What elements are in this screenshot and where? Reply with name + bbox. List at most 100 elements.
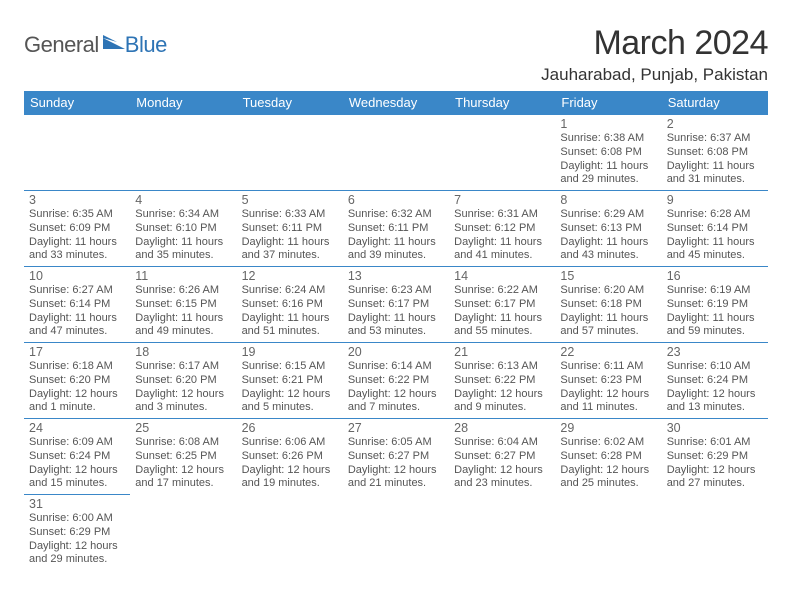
calendar-cell: 31Sunrise: 6:00 AMSunset: 6:29 PMDayligh… — [24, 495, 130, 571]
day-number: 14 — [454, 269, 550, 284]
sunset-line: Sunset: 6:29 PM — [29, 526, 125, 540]
sunrise-line: Sunrise: 6:33 AM — [242, 208, 338, 222]
daylight-line: Daylight: 11 hours and 51 minutes. — [242, 312, 338, 340]
sunset-line: Sunset: 6:08 PM — [560, 146, 656, 160]
calendar-cell: 23Sunrise: 6:10 AMSunset: 6:24 PMDayligh… — [662, 343, 768, 419]
sunrise-line: Sunrise: 6:35 AM — [29, 208, 125, 222]
calendar-cell: 7Sunrise: 6:31 AMSunset: 6:12 PMDaylight… — [449, 191, 555, 267]
calendar-row: 17Sunrise: 6:18 AMSunset: 6:20 PMDayligh… — [24, 343, 768, 419]
sunrise-line: Sunrise: 6:26 AM — [135, 284, 231, 298]
sunrise-line: Sunrise: 6:06 AM — [242, 436, 338, 450]
day-number: 11 — [135, 269, 231, 284]
day-number: 25 — [135, 421, 231, 436]
sunset-line: Sunset: 6:21 PM — [242, 374, 338, 388]
sunset-line: Sunset: 6:24 PM — [29, 450, 125, 464]
day-number: 19 — [242, 345, 338, 360]
calendar-table: Sunday Monday Tuesday Wednesday Thursday… — [24, 91, 768, 570]
sunrise-line: Sunrise: 6:31 AM — [454, 208, 550, 222]
day-number: 2 — [667, 117, 763, 132]
daylight-line: Daylight: 12 hours and 15 minutes. — [29, 464, 125, 492]
calendar-row: 3Sunrise: 6:35 AMSunset: 6:09 PMDaylight… — [24, 191, 768, 267]
sunset-line: Sunset: 6:11 PM — [242, 222, 338, 236]
day-number: 7 — [454, 193, 550, 208]
sunset-line: Sunset: 6:19 PM — [667, 298, 763, 312]
day-number: 9 — [667, 193, 763, 208]
day-number: 27 — [348, 421, 444, 436]
calendar-cell: 21Sunrise: 6:13 AMSunset: 6:22 PMDayligh… — [449, 343, 555, 419]
sunset-line: Sunset: 6:22 PM — [348, 374, 444, 388]
sunset-line: Sunset: 6:14 PM — [667, 222, 763, 236]
daylight-line: Daylight: 12 hours and 1 minute. — [29, 388, 125, 416]
daylight-line: Daylight: 11 hours and 55 minutes. — [454, 312, 550, 340]
daylight-line: Daylight: 11 hours and 47 minutes. — [29, 312, 125, 340]
calendar-cell: 14Sunrise: 6:22 AMSunset: 6:17 PMDayligh… — [449, 267, 555, 343]
daylight-line: Daylight: 11 hours and 29 minutes. — [560, 160, 656, 188]
sunset-line: Sunset: 6:18 PM — [560, 298, 656, 312]
calendar-cell: 22Sunrise: 6:11 AMSunset: 6:23 PMDayligh… — [555, 343, 661, 419]
day-number: 5 — [242, 193, 338, 208]
sunrise-line: Sunrise: 6:18 AM — [29, 360, 125, 374]
calendar-cell — [449, 495, 555, 571]
day-number: 23 — [667, 345, 763, 360]
sunrise-line: Sunrise: 6:02 AM — [560, 436, 656, 450]
daylight-line: Daylight: 12 hours and 5 minutes. — [242, 388, 338, 416]
daylight-line: Daylight: 11 hours and 31 minutes. — [667, 160, 763, 188]
calendar-cell: 20Sunrise: 6:14 AMSunset: 6:22 PMDayligh… — [343, 343, 449, 419]
sunset-line: Sunset: 6:15 PM — [135, 298, 231, 312]
sunrise-line: Sunrise: 6:08 AM — [135, 436, 231, 450]
sunrise-line: Sunrise: 6:27 AM — [29, 284, 125, 298]
weekday-header: Friday — [555, 91, 661, 115]
sunrise-line: Sunrise: 6:22 AM — [454, 284, 550, 298]
calendar-cell: 16Sunrise: 6:19 AMSunset: 6:19 PMDayligh… — [662, 267, 768, 343]
sunset-line: Sunset: 6:23 PM — [560, 374, 656, 388]
day-number: 12 — [242, 269, 338, 284]
calendar-cell: 13Sunrise: 6:23 AMSunset: 6:17 PMDayligh… — [343, 267, 449, 343]
calendar-cell: 30Sunrise: 6:01 AMSunset: 6:29 PMDayligh… — [662, 419, 768, 495]
calendar-cell: 25Sunrise: 6:08 AMSunset: 6:25 PMDayligh… — [130, 419, 236, 495]
daylight-line: Daylight: 12 hours and 29 minutes. — [29, 540, 125, 568]
sunset-line: Sunset: 6:14 PM — [29, 298, 125, 312]
weekday-header: Wednesday — [343, 91, 449, 115]
sunrise-line: Sunrise: 6:28 AM — [667, 208, 763, 222]
calendar-cell: 3Sunrise: 6:35 AMSunset: 6:09 PMDaylight… — [24, 191, 130, 267]
sunset-line: Sunset: 6:29 PM — [667, 450, 763, 464]
calendar-cell: 6Sunrise: 6:32 AMSunset: 6:11 PMDaylight… — [343, 191, 449, 267]
calendar-cell: 18Sunrise: 6:17 AMSunset: 6:20 PMDayligh… — [130, 343, 236, 419]
day-number: 16 — [667, 269, 763, 284]
day-number: 31 — [29, 497, 125, 512]
logo-text-blue: Blue — [125, 32, 167, 58]
sunset-line: Sunset: 6:17 PM — [454, 298, 550, 312]
sunset-line: Sunset: 6:22 PM — [454, 374, 550, 388]
calendar-cell: 5Sunrise: 6:33 AMSunset: 6:11 PMDaylight… — [237, 191, 343, 267]
calendar-cell — [237, 115, 343, 191]
sunset-line: Sunset: 6:20 PM — [135, 374, 231, 388]
calendar-cell — [555, 495, 661, 571]
calendar-cell: 11Sunrise: 6:26 AMSunset: 6:15 PMDayligh… — [130, 267, 236, 343]
daylight-line: Daylight: 11 hours and 49 minutes. — [135, 312, 231, 340]
title-block: March 2024 Jauharabad, Punjab, Pakistan — [541, 24, 768, 85]
calendar-row: 31Sunrise: 6:00 AMSunset: 6:29 PMDayligh… — [24, 495, 768, 571]
sunset-line: Sunset: 6:12 PM — [454, 222, 550, 236]
calendar-cell — [237, 495, 343, 571]
sunset-line: Sunset: 6:11 PM — [348, 222, 444, 236]
sunset-line: Sunset: 6:09 PM — [29, 222, 125, 236]
day-number: 18 — [135, 345, 231, 360]
sunset-line: Sunset: 6:26 PM — [242, 450, 338, 464]
calendar-cell: 26Sunrise: 6:06 AMSunset: 6:26 PMDayligh… — [237, 419, 343, 495]
sunset-line: Sunset: 6:10 PM — [135, 222, 231, 236]
calendar-cell: 19Sunrise: 6:15 AMSunset: 6:21 PMDayligh… — [237, 343, 343, 419]
sunrise-line: Sunrise: 6:24 AM — [242, 284, 338, 298]
location-subtitle: Jauharabad, Punjab, Pakistan — [541, 65, 768, 85]
daylight-line: Daylight: 12 hours and 27 minutes. — [667, 464, 763, 492]
daylight-line: Daylight: 12 hours and 17 minutes. — [135, 464, 231, 492]
sunrise-line: Sunrise: 6:37 AM — [667, 132, 763, 146]
daylight-line: Daylight: 11 hours and 57 minutes. — [560, 312, 656, 340]
calendar-cell — [130, 115, 236, 191]
day-number: 20 — [348, 345, 444, 360]
daylight-line: Daylight: 11 hours and 45 minutes. — [667, 236, 763, 264]
daylight-line: Daylight: 11 hours and 37 minutes. — [242, 236, 338, 264]
sunrise-line: Sunrise: 6:20 AM — [560, 284, 656, 298]
day-number: 15 — [560, 269, 656, 284]
sunset-line: Sunset: 6:08 PM — [667, 146, 763, 160]
sunrise-line: Sunrise: 6:00 AM — [29, 512, 125, 526]
